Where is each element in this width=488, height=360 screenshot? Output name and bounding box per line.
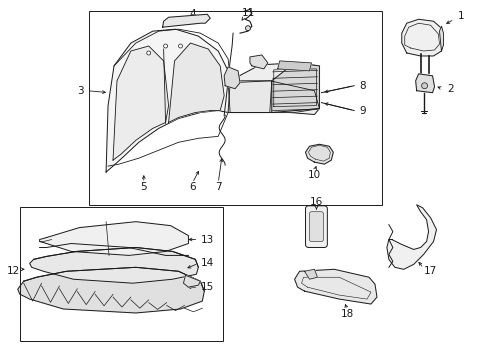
Text: 15: 15 [200, 282, 213, 292]
FancyBboxPatch shape [305, 206, 326, 247]
Text: 7: 7 [214, 182, 221, 192]
Text: 4: 4 [189, 9, 195, 19]
Text: 3: 3 [77, 86, 83, 96]
Text: 11: 11 [241, 8, 254, 18]
Text: 1: 1 [457, 11, 464, 21]
Text: 6: 6 [189, 182, 195, 192]
Bar [20, 207, 223, 341]
Text: 18: 18 [340, 309, 353, 319]
Bar [89, 11, 381, 205]
Polygon shape [224, 67, 240, 89]
FancyBboxPatch shape [309, 212, 323, 242]
Text: 9: 9 [358, 105, 365, 116]
Polygon shape [277, 61, 311, 71]
Polygon shape [415, 74, 434, 93]
Circle shape [245, 26, 250, 31]
Polygon shape [183, 275, 200, 287]
Polygon shape [163, 14, 210, 27]
Polygon shape [305, 144, 333, 164]
Polygon shape [271, 63, 319, 113]
Text: 12: 12 [7, 266, 20, 276]
Text: 14: 14 [200, 258, 213, 268]
Polygon shape [228, 81, 319, 113]
Circle shape [421, 83, 427, 89]
Polygon shape [304, 269, 317, 279]
Polygon shape [30, 247, 198, 283]
Polygon shape [401, 19, 443, 56]
Text: 5: 5 [140, 182, 147, 192]
Polygon shape [294, 269, 376, 304]
Polygon shape [106, 29, 232, 172]
Polygon shape [40, 222, 188, 255]
Polygon shape [18, 267, 204, 313]
Text: 8: 8 [358, 81, 365, 91]
Circle shape [163, 44, 167, 48]
Circle shape [178, 44, 182, 48]
Polygon shape [168, 43, 224, 122]
Text: 10: 10 [307, 170, 320, 180]
Text: 13: 13 [200, 234, 213, 244]
Polygon shape [228, 81, 271, 113]
Text: 2: 2 [446, 84, 453, 94]
Polygon shape [439, 26, 443, 51]
Polygon shape [228, 63, 319, 114]
Polygon shape [386, 205, 436, 269]
Text: 16: 16 [309, 197, 323, 207]
Text: 17: 17 [423, 266, 436, 276]
Polygon shape [113, 46, 168, 160]
Circle shape [146, 51, 150, 55]
Polygon shape [249, 55, 267, 69]
